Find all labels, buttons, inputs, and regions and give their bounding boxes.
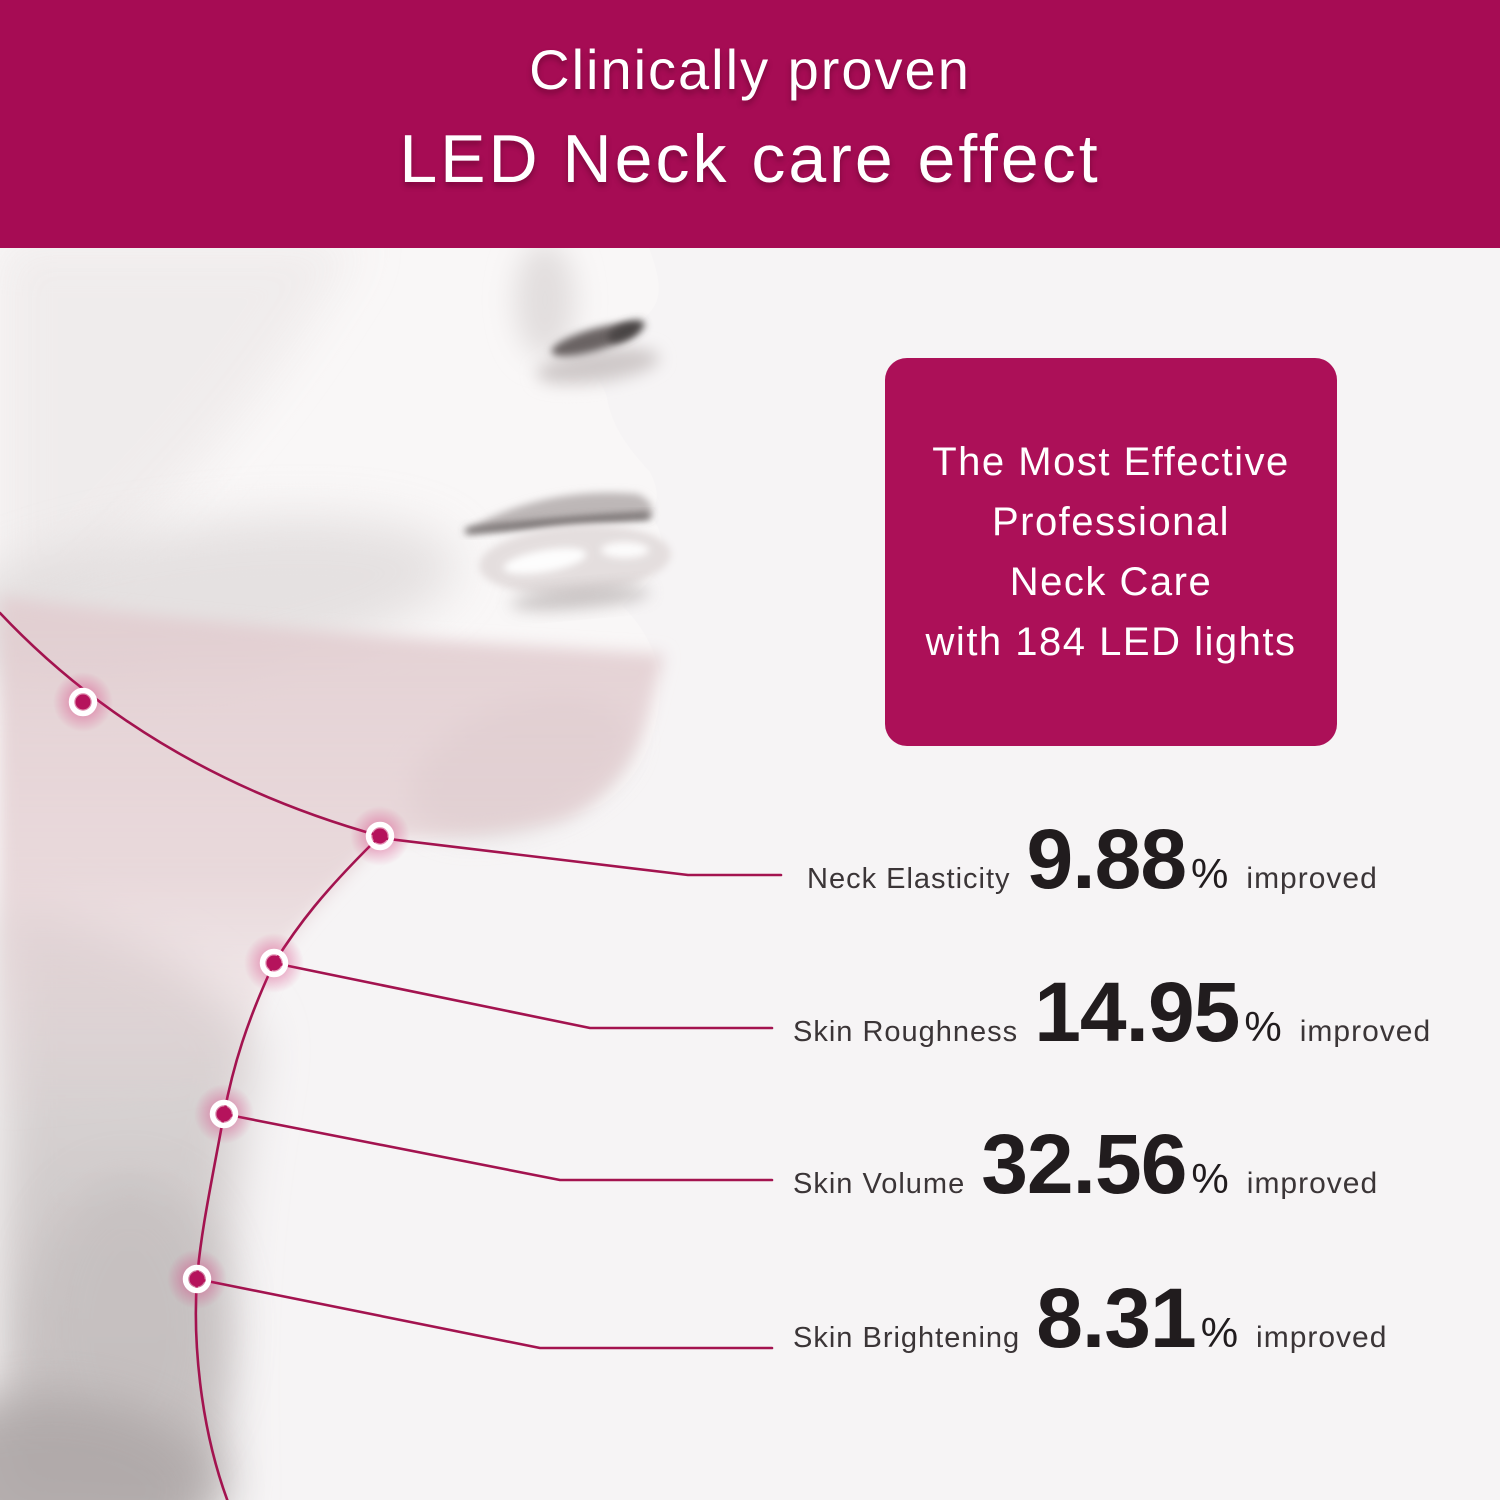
info-box: The Most Effective Professional Neck Car…: [885, 358, 1337, 746]
percent-sign: %: [1244, 1003, 1282, 1050]
nostril-dark: [607, 320, 645, 342]
info-box-line-1: The Most Effective: [932, 440, 1290, 484]
percent-sign: %: [1200, 1309, 1239, 1356]
treatment-zone-overlay: [0, 596, 664, 1120]
nose-side-shadow: [515, 242, 575, 358]
stat-label: Skin Roughness: [793, 1016, 1019, 1048]
banner-subtitle: Clinically proven: [529, 38, 971, 101]
stat-skin-brightening: Skin Brightening 8.31 % improved: [793, 1276, 1387, 1360]
stat-label: Skin Volume: [793, 1168, 966, 1200]
percent-sign: %: [1191, 850, 1229, 897]
shoulder-shadow: [0, 1395, 215, 1500]
stat-skin-volume: Skin Volume 32.56 % improved: [793, 1122, 1378, 1206]
stat-skin-roughness: Skin Roughness 14.95 % improved: [793, 970, 1431, 1054]
stat-suffix: improved: [1299, 1015, 1432, 1048]
lip-highlight: [503, 547, 587, 575]
info-box-line-2: Professional: [991, 500, 1231, 544]
header-banner: Clinically proven LED Neck care effect: [0, 0, 1500, 248]
stat-suffix: improved: [1256, 1321, 1388, 1354]
stat-value: 9.88: [1026, 812, 1187, 906]
percent-sign: %: [1191, 1155, 1229, 1202]
stat-label: Neck Elasticity: [807, 863, 1011, 895]
info-box-line-3: Neck Care: [1009, 560, 1213, 604]
info-box-line-4: with 184 LED lights: [925, 620, 1297, 664]
stat-neck-elasticity: Neck Elasticity 9.88 % improved: [807, 817, 1378, 901]
mouth-line: [465, 513, 651, 534]
stat-label: Skin Brightening: [793, 1322, 1021, 1354]
under-nose-shadow: [536, 347, 660, 385]
lip-highlight-2: [601, 542, 649, 558]
stat-value: 32.56: [981, 1117, 1187, 1211]
stat-value: 14.95: [1034, 965, 1240, 1059]
banner-title: LED Neck care effect: [399, 121, 1101, 197]
stat-suffix: improved: [1246, 1167, 1379, 1200]
stat-suffix: improved: [1246, 862, 1378, 895]
under-lip-shadow: [510, 586, 650, 610]
stat-value: 8.31: [1036, 1271, 1196, 1365]
